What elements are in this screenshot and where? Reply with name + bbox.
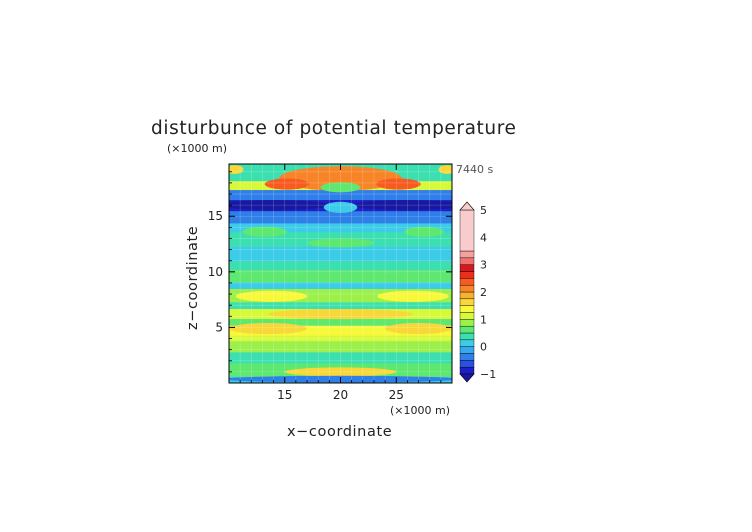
colorbar-swatch	[459, 325, 475, 334]
colorbar-label: 0	[480, 341, 487, 354]
colorbar-label: −1	[480, 368, 496, 381]
colorbar-swatch	[459, 257, 475, 265]
colorbar-swatch	[459, 366, 475, 375]
contour-band	[229, 318, 452, 326]
colorbar-label: 1	[480, 313, 487, 326]
contour-feature	[229, 200, 330, 211]
contour-feature	[376, 178, 421, 190]
contour-feature	[235, 290, 308, 302]
contour-feature	[377, 290, 449, 302]
contour-feature	[438, 165, 452, 175]
chart-title: disturbunce of potential temperature	[151, 118, 517, 139]
contour-band	[229, 281, 452, 290]
y-unit-label: (×1000 m)	[167, 142, 227, 155]
colorbar-label: 4	[480, 231, 487, 244]
y-tick-label: 15	[208, 209, 223, 223]
contour-feature	[229, 165, 244, 175]
colorbar-swatch	[459, 271, 475, 279]
contour-field	[229, 164, 452, 383]
contour-band	[229, 222, 452, 233]
colorbar-swatch	[459, 291, 475, 300]
contour-band	[229, 325, 452, 336]
contour-feature	[323, 201, 358, 213]
contour-feature	[268, 309, 413, 320]
contour-feature	[242, 226, 287, 237]
contour-band	[229, 260, 452, 271]
contour-feature	[229, 322, 308, 335]
colorbar-over-arrow	[459, 201, 475, 211]
grid-lines	[229, 164, 452, 383]
contour-feature	[307, 238, 374, 248]
colorbar-swatch	[459, 298, 475, 306]
colorbar-swatch	[459, 319, 475, 327]
time-label: 7440 s	[456, 163, 493, 176]
colorbar-swatch	[459, 264, 475, 272]
contour-band	[229, 301, 452, 310]
contour-band	[229, 335, 452, 342]
x-axis: 15 20 25	[239, 164, 442, 402]
colorbar-swatch	[459, 284, 475, 293]
colorbar-swatch	[459, 305, 475, 313]
contour-feature	[351, 200, 452, 211]
contour-band	[229, 269, 452, 283]
contour-feature	[264, 178, 310, 190]
contour-feature	[404, 226, 445, 237]
colorbar-swatch	[459, 360, 475, 368]
colorbar-label: 5	[480, 204, 487, 217]
contour-feature	[385, 322, 452, 335]
y-axis-label: z−coordinate	[185, 226, 201, 330]
contour-band	[229, 351, 452, 364]
colorbar-swatch	[459, 339, 475, 347]
contour-band	[229, 246, 452, 262]
contour-feature	[320, 182, 361, 193]
x-axis-label: x−coordinate	[287, 424, 392, 440]
x-unit-label: (×1000 m)	[390, 404, 450, 417]
x-tick-label: 20	[333, 388, 348, 402]
colorbar-label: 3	[480, 259, 487, 272]
x-tick-label: 15	[277, 388, 292, 402]
colorbar-swatch	[459, 278, 475, 286]
x-tick-label: 25	[389, 388, 404, 402]
colorbar-label: 2	[480, 286, 487, 299]
y-tick-label: 10	[208, 265, 223, 279]
y-tick-label: 5	[215, 320, 223, 334]
colorbar-swatch	[459, 332, 475, 341]
colorbar-swatch	[459, 353, 475, 361]
y-axis: 5 10 15	[208, 171, 452, 373]
colorbar-swatch	[459, 209, 475, 252]
contour-feature	[284, 367, 397, 377]
contour-feature	[332, 342, 349, 350]
colorbar-under-arrow	[459, 373, 475, 383]
contour-feature	[279, 166, 402, 191]
contour-band	[229, 210, 452, 224]
colorbar: 5 4 3 2 1 0 −1	[459, 201, 496, 383]
colorbar-swatch	[459, 346, 475, 354]
colorbar-swatch	[459, 250, 475, 259]
contour-band	[229, 189, 452, 201]
colorbar-swatch	[459, 312, 475, 320]
